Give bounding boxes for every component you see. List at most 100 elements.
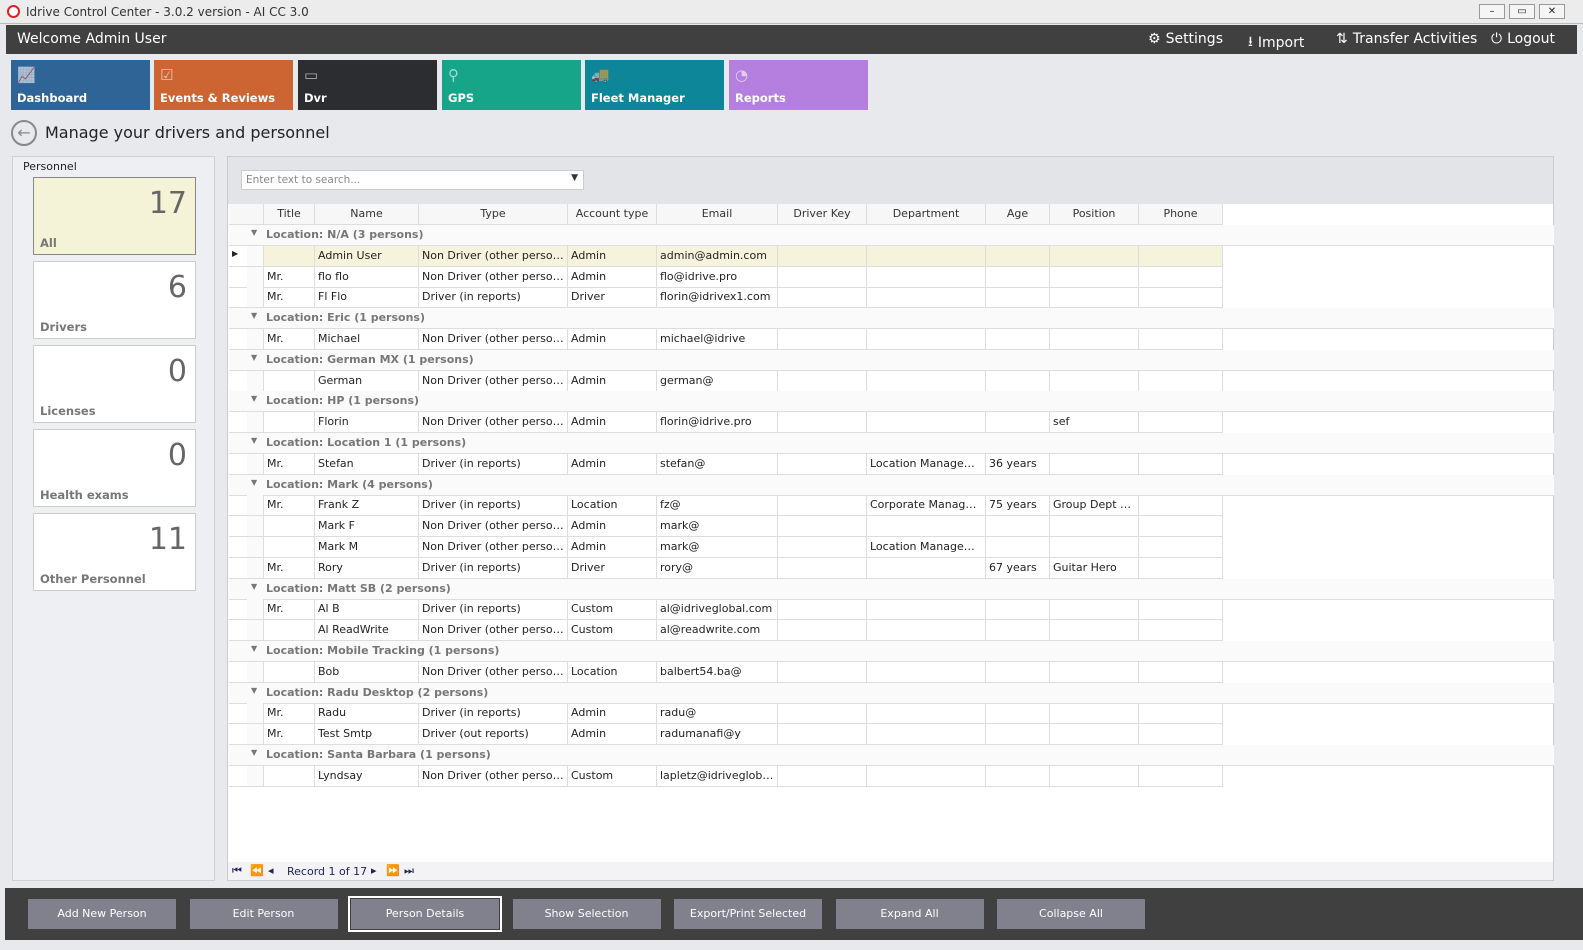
table-row[interactable]: Mark M Non Driver (other personnel) Admin m…	[229, 537, 1223, 558]
person-details-button[interactable]: Person Details	[348, 896, 502, 932]
personnel-card-all[interactable]: 17 All	[33, 177, 196, 255]
transfer-activities-link[interactable]: ⇅ Transfer Activities	[1336, 31, 1477, 47]
group-header[interactable]: ▼ Location: Mark (4 persons)	[229, 474, 1554, 496]
prev-page-button[interactable]: ⏪	[250, 864, 264, 877]
group-header[interactable]: ▼ Location: HP (1 persons)	[229, 391, 1554, 413]
close-button[interactable]: ✕	[1539, 4, 1565, 19]
table-row[interactable]: Mr. Radu Driver (in reports) Admin radu@	[229, 703, 1223, 725]
collapse-arrow-icon[interactable]: ▼	[251, 477, 258, 487]
cell-position	[1050, 661, 1139, 683]
cell-name: Test Smtp	[315, 724, 419, 746]
collapse-arrow-icon[interactable]: ▼	[251, 352, 258, 362]
table-row[interactable]: Mr. Rory Driver (in reports) Driver rory@ 67 …	[229, 557, 1223, 579]
personnel-card-licenses[interactable]: 0 Licenses	[33, 345, 196, 423]
show-selection-button[interactable]: Show Selection	[512, 899, 661, 929]
last-record-button[interactable]: ⏭	[404, 864, 414, 877]
fleet-manager-icon: 🚚	[591, 66, 610, 84]
personnel-card-drivers[interactable]: 6 Drivers	[33, 261, 196, 339]
back-arrow-icon[interactable]: ←	[11, 120, 37, 146]
cell-title	[264, 516, 315, 538]
search-input[interactable]: Enter text to search... ▼	[241, 170, 584, 190]
tile-fleet-manager[interactable]: 🚚 Fleet Manager	[585, 60, 724, 110]
table-row[interactable]: Mr. Al B Driver (in reports) Custom al@idriv…	[229, 599, 1223, 621]
group-header[interactable]: ▼ Location: N/A (3 persons)	[229, 225, 1554, 246]
tile-gps[interactable]: ⚲ GPS	[442, 60, 581, 110]
logout-link[interactable]: ⏻ Logout	[1491, 31, 1555, 47]
column-header-phone[interactable]: Phone	[1139, 204, 1223, 225]
cell-account-type: Admin	[568, 724, 657, 746]
cell-position	[1050, 724, 1139, 746]
column-header-email[interactable]: Email	[657, 204, 778, 225]
cell-account-type: Admin	[568, 245, 657, 267]
group-header[interactable]: ▼ Location: Mobile Tracking (1 persons)	[229, 641, 1554, 662]
tile-dvr[interactable]: ▭ Dvr	[298, 60, 437, 110]
table-row[interactable]: Bob Non Driver (other personnel) Location b…	[229, 661, 1223, 683]
table-row[interactable]: Al ReadWrite Non Driver (other personnel)…	[229, 620, 1223, 642]
table-row[interactable]: Mr. flo flo Non Driver (other personnel) Ad…	[229, 266, 1223, 288]
table-row[interactable]: ▶ Admin User Non Driver (other personnel) A…	[229, 245, 1223, 267]
column-header-position[interactable]: Position	[1050, 204, 1139, 225]
column-header-title[interactable]: Title	[264, 204, 315, 225]
add-new-person-button[interactable]: Add New Person	[28, 899, 176, 929]
collapse-arrow-icon[interactable]: ▼	[251, 311, 258, 321]
maximize-button[interactable]: ▭	[1509, 4, 1535, 19]
expand-all-button[interactable]: Expand All	[835, 899, 984, 929]
group-row[interactable]: ▼ Location: Mark (4 persons)	[229, 474, 1554, 496]
tile-events-reviews[interactable]: ☑ Events & Reviews	[154, 60, 293, 110]
group-header[interactable]: ▼ Location: Santa Barbara (1 persons)	[229, 745, 1554, 766]
column-header-type[interactable]: Type	[419, 204, 568, 225]
group-row[interactable]: ▼ Location: Location 1 (1 persons)	[229, 433, 1554, 454]
prev-record-button[interactable]: ◂	[268, 864, 274, 877]
group-row[interactable]: ▼ Location: Radu Desktop (2 persons)	[229, 682, 1554, 704]
collapse-arrow-icon[interactable]: ▼	[251, 581, 258, 591]
table-row[interactable]: Mr. Michael Non Driver (other personnel) Ad…	[229, 329, 1223, 350]
collapse-arrow-icon[interactable]: ▼	[251, 685, 258, 695]
chevron-down-icon[interactable]: ▼	[571, 173, 578, 183]
collapse-arrow-icon[interactable]: ▼	[251, 748, 258, 757]
group-row[interactable]: ▼ Location: Santa Barbara (1 persons)	[229, 745, 1554, 766]
table-row[interactable]: Lyndsay Non Driver (other personnel) Custo…	[229, 765, 1223, 787]
group-row[interactable]: ▼ Location: HP (1 persons)	[229, 391, 1554, 413]
next-record-button[interactable]: ▸	[371, 864, 377, 877]
column-header-age[interactable]: Age	[986, 204, 1050, 225]
minimize-button[interactable]: –	[1479, 4, 1505, 19]
column-header-department[interactable]: Department	[867, 204, 986, 225]
table-row[interactable]: Mark F Non Driver (other personnel) Admin m…	[229, 516, 1223, 538]
column-header-name[interactable]: Name	[315, 204, 419, 225]
table-row[interactable]: Mr. Test Smtp Driver (out reports) Admin rad…	[229, 724, 1223, 746]
collapse-all-button[interactable]: Collapse All	[997, 899, 1145, 929]
import-link[interactable]: ⭳ Import	[1248, 31, 1304, 55]
group-row[interactable]: ▼ Location: Matt SB (2 persons)	[229, 578, 1554, 600]
first-record-button[interactable]: ⏮	[232, 864, 242, 877]
table-row[interactable]: Mr. Fl Flo Driver (in reports) Driver florin…	[229, 287, 1223, 309]
group-header[interactable]: ▼ Location: Matt SB (2 persons)	[229, 578, 1554, 600]
group-header[interactable]: ▼ Location: Eric (1 persons)	[229, 308, 1554, 330]
settings-link[interactable]: ⚙ Settings	[1148, 31, 1223, 47]
tile-reports[interactable]: ◔ Reports	[729, 60, 868, 110]
table-row[interactable]: German Non Driver (other personnel) Admin g…	[229, 370, 1223, 392]
column-header-driver-key[interactable]: Driver Key	[778, 204, 867, 225]
group-header[interactable]: ▼ Location: German MX (1 persons)	[229, 349, 1554, 371]
group-row[interactable]: ▼ Location: Eric (1 persons)	[229, 308, 1554, 330]
table-row[interactable]: Mr. Frank Z Driver (in reports) Location fz@…	[229, 495, 1223, 517]
next-page-button[interactable]: ⏩	[386, 864, 400, 877]
row-indicator	[229, 703, 247, 725]
group-header[interactable]: ▼ Location: Radu Desktop (2 persons)	[229, 682, 1554, 704]
collapse-arrow-icon[interactable]: ▼	[251, 228, 258, 237]
collapse-arrow-icon[interactable]: ▼	[251, 394, 258, 404]
collapse-arrow-icon[interactable]: ▼	[251, 644, 258, 653]
group-row[interactable]: ▼ Location: N/A (3 persons)	[229, 225, 1554, 246]
export-print-selected-button[interactable]: Export/Print Selected	[674, 899, 822, 929]
table-row[interactable]: Mr. Stefan Driver (in reports) Admin stefan@…	[229, 453, 1223, 475]
group-row[interactable]: ▼ Location: Mobile Tracking (1 persons)	[229, 641, 1554, 662]
personnel-card-other-personnel[interactable]: 11 Other Personnel	[33, 513, 196, 591]
collapse-arrow-icon[interactable]: ▼	[251, 436, 258, 445]
cell-phone	[1139, 557, 1223, 579]
column-header-account-type[interactable]: Account type	[568, 204, 657, 225]
personnel-card-health-exams[interactable]: 0 Health exams	[33, 429, 196, 507]
group-header[interactable]: ▼ Location: Location 1 (1 persons)	[229, 433, 1554, 454]
table-row[interactable]: Florin Non Driver (other personnel) Admin f…	[229, 412, 1223, 434]
edit-person-button[interactable]: Edit Person	[189, 899, 338, 929]
group-row[interactable]: ▼ Location: German MX (1 persons)	[229, 349, 1554, 371]
tile-dashboard[interactable]: 📈 Dashboard	[11, 60, 150, 110]
